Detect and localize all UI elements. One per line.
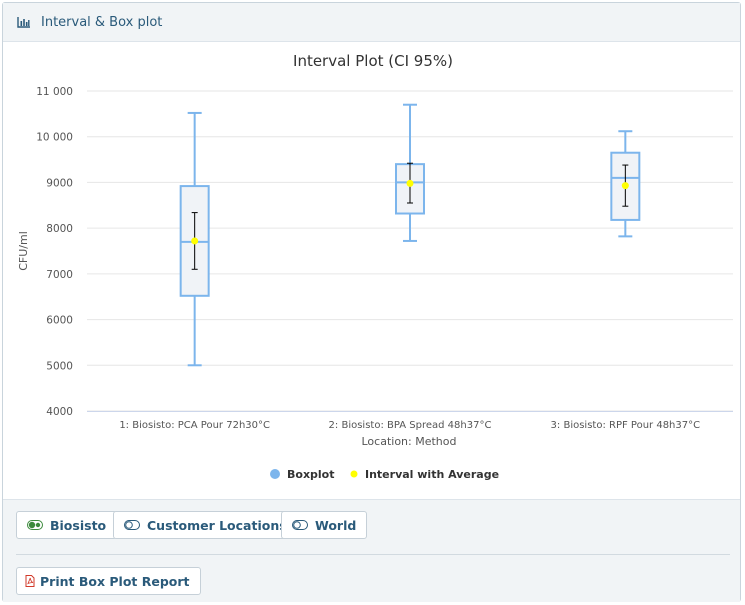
y-tick-label: 4000 bbox=[46, 406, 73, 418]
bar-chart-icon bbox=[17, 16, 31, 28]
y-tick-label: 5000 bbox=[46, 360, 73, 372]
x-axis-label: Location: Method bbox=[362, 435, 457, 448]
interval-mean-point bbox=[406, 179, 414, 187]
chart-area: Interval Plot (CI 95%) 4000 5000 6000 7000 80… bbox=[3, 42, 740, 499]
toggle-on-icon bbox=[27, 520, 43, 530]
x-tick-label: 1: Biosisto: PCA Pour 72h30°C bbox=[119, 420, 270, 431]
legend-interval-marker bbox=[350, 470, 358, 478]
y-tick-label: 11 000 bbox=[36, 86, 73, 98]
chart-title: Interval Plot (CI 95%) bbox=[293, 52, 453, 70]
interval-mean-point bbox=[621, 182, 629, 190]
legend-boxplot-label: Boxplot bbox=[287, 468, 335, 481]
footer-divider bbox=[16, 554, 730, 555]
x-tick-label: 2: Biosisto: BPA Spread 48h37°C bbox=[329, 420, 492, 431]
filter-world-label: World bbox=[315, 517, 357, 533]
filter-customer-locations-label: Customer Locations bbox=[147, 517, 287, 533]
y-tick-label: 6000 bbox=[46, 315, 73, 327]
y-tick-label: 7000 bbox=[46, 269, 73, 281]
legend-boxplot-marker bbox=[270, 469, 280, 479]
legend-interval-label: Interval with Average bbox=[365, 468, 499, 481]
y-axis-label: CFU/ml bbox=[17, 231, 30, 271]
y-tick-label: 9000 bbox=[46, 177, 73, 189]
pdf-file-icon bbox=[25, 575, 35, 587]
print-box-plot-report-button[interactable]: Print Box Plot Report bbox=[16, 567, 201, 595]
filter-world-button[interactable]: World bbox=[281, 511, 368, 539]
x-tick-label: 3: Biosisto: RPF Pour 48h37°C bbox=[551, 420, 701, 431]
y-tick-label: 8000 bbox=[46, 223, 73, 235]
panel-header: Interval & Box plot bbox=[3, 3, 740, 42]
toggle-off-icon bbox=[124, 520, 140, 530]
print-report-label: Print Box Plot Report bbox=[40, 573, 190, 589]
interval-mean-point bbox=[191, 237, 199, 245]
y-tick-label: 10 000 bbox=[36, 132, 73, 144]
filter-customer-locations-button[interactable]: Customer Locations bbox=[113, 511, 298, 539]
interval-box-plot-chart: Interval Plot (CI 95%) 4000 5000 6000 7000 80… bbox=[17, 52, 733, 481]
panel-title: Interval & Box plot bbox=[41, 14, 163, 30]
toggle-off-icon bbox=[292, 520, 308, 530]
filter-biosisto-button[interactable]: Biosisto bbox=[16, 511, 118, 539]
footer-bar: Biosisto Customer Locations World bbox=[3, 499, 740, 602]
filter-biosisto-label: Biosisto bbox=[50, 517, 107, 533]
